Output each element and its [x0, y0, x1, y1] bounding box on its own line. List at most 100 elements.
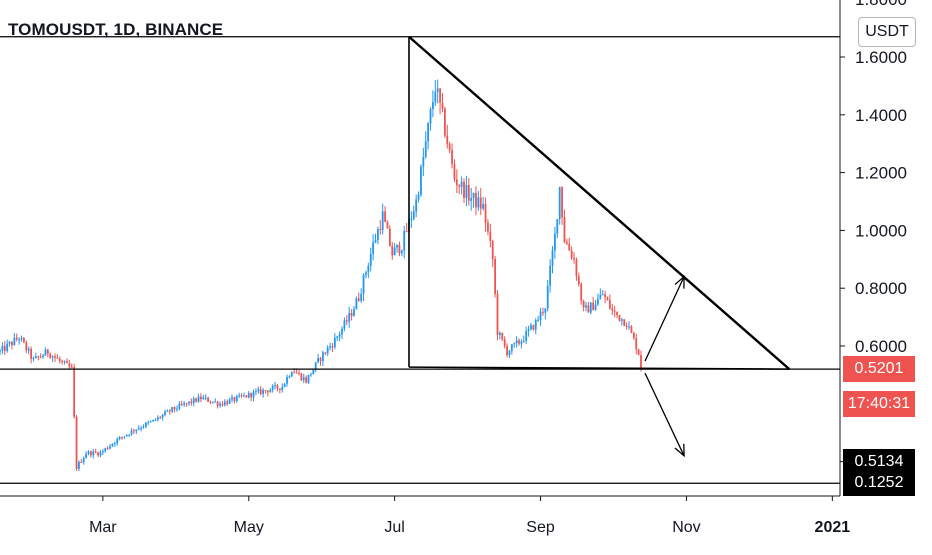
y-tick-label: 1.4000 [855, 106, 907, 125]
candles [0, 79, 642, 472]
y-tick-label: 1.0000 [855, 221, 907, 240]
candle-body [101, 451, 104, 453]
candle-body [455, 179, 458, 186]
candle-body [398, 244, 401, 254]
candle-body [235, 396, 238, 402]
candle-body [386, 221, 389, 229]
candle-body [39, 356, 42, 358]
axis-lines [0, 0, 841, 497]
candle-body [348, 312, 351, 322]
candle-body [506, 346, 508, 356]
candle-body [75, 416, 78, 469]
x-tick-label: Nov [672, 519, 700, 536]
candle-body [15, 337, 18, 340]
candle-body [561, 187, 563, 218]
candle-body [310, 374, 312, 376]
candle-body [6, 343, 9, 351]
candle-body [271, 386, 274, 390]
candle-body [221, 403, 224, 406]
candle-body [20, 337, 23, 340]
candle-body [61, 360, 64, 363]
candle-body [200, 396, 202, 400]
candle-body [190, 401, 193, 404]
candle-body [51, 356, 54, 358]
candle-body [446, 135, 449, 145]
candle-body [422, 156, 425, 167]
unit-label[interactable]: USDT [858, 17, 916, 47]
candle-body [432, 102, 434, 110]
candle-body [0, 350, 1, 352]
candle-body [467, 184, 470, 201]
candle-body [491, 241, 494, 260]
candle-body [121, 437, 123, 439]
candle-body [592, 302, 595, 311]
candle-body [403, 231, 406, 251]
candle-body [365, 272, 367, 275]
candle-body [269, 389, 272, 393]
candle-body [518, 340, 520, 344]
candle-body [37, 356, 40, 358]
drawings[interactable] [0, 35, 840, 484]
candle-body [458, 185, 461, 187]
candle-body [73, 366, 76, 417]
candle-body [85, 453, 88, 458]
candle-body [293, 372, 296, 374]
triangle-hypotenuse [408, 35, 791, 371]
candle-body [513, 343, 516, 345]
candle-body [8, 342, 11, 344]
candle-body [355, 298, 358, 310]
candle-body [326, 347, 329, 354]
candle-body [228, 399, 231, 404]
candle-body [367, 265, 370, 273]
candle-body [331, 346, 334, 348]
symbol-title[interactable]: TOMOUSDT, 1D, BINANCE [8, 20, 224, 39]
candle-body [532, 325, 535, 330]
candle-body [412, 211, 415, 219]
candle-body [353, 309, 355, 316]
candle-body [573, 257, 575, 260]
candle-body [233, 397, 236, 402]
candle-body [360, 293, 363, 301]
candle-body [515, 340, 518, 344]
candle-body [185, 403, 188, 405]
candle-body [616, 311, 618, 315]
candle-body [262, 390, 264, 394]
candle-body [453, 163, 456, 180]
candle-body [448, 144, 451, 151]
candle-body [288, 376, 291, 378]
candle-body [482, 204, 485, 209]
candle-body [427, 123, 430, 142]
candle-body [539, 311, 542, 320]
candle-body [405, 231, 408, 233]
candle-body [436, 88, 439, 92]
x-tick-label: Jul [384, 519, 404, 536]
candle-body [336, 336, 339, 338]
candle-body [156, 417, 159, 420]
candle-body [630, 326, 633, 333]
candle-body [429, 109, 432, 124]
candle-body [410, 218, 413, 220]
candle-body [601, 294, 604, 296]
candle-body [18, 339, 21, 341]
candle-body [565, 242, 568, 244]
candle-body [123, 436, 126, 438]
candle-body [465, 184, 468, 198]
candle-body [219, 403, 221, 406]
candle-body [128, 434, 131, 436]
arrow-shaft [644, 276, 685, 362]
candle-body [544, 308, 547, 313]
candle-body [338, 334, 341, 337]
candle-body [472, 192, 475, 198]
candle-body [374, 240, 377, 243]
candle-body [257, 389, 260, 392]
candle-body [487, 222, 489, 232]
candle-body [341, 328, 343, 335]
candle-body [300, 373, 303, 381]
candle-body [312, 369, 315, 375]
candle-body [381, 211, 384, 230]
candle-body [510, 344, 513, 351]
candle-body [522, 340, 525, 342]
candle-body [168, 410, 171, 412]
